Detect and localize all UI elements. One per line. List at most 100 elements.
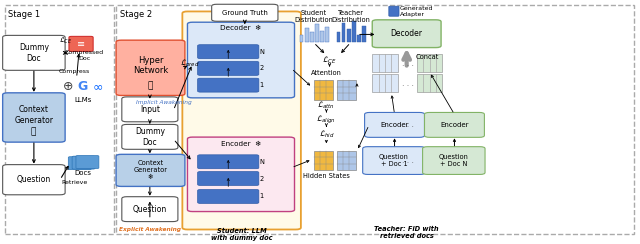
Text: . . .: . . .	[402, 120, 414, 129]
Text: Dummy
Doc: Dummy Doc	[19, 43, 49, 62]
Text: $\mathcal{L}_{CE}$: $\mathcal{L}_{CE}$	[323, 54, 337, 66]
FancyBboxPatch shape	[122, 124, 178, 149]
Text: Student: LLM
with dummy doc: Student: LLM with dummy doc	[211, 228, 273, 241]
Text: Student
Distribution: Student Distribution	[294, 10, 333, 23]
Bar	[314, 151, 333, 170]
Text: Teacher
Distribution: Teacher Distribution	[331, 10, 370, 23]
Text: Ground Truth: Ground Truth	[222, 10, 268, 16]
FancyBboxPatch shape	[116, 40, 185, 95]
Text: Generated
Adapter: Generated Adapter	[399, 6, 433, 17]
FancyBboxPatch shape	[76, 156, 99, 169]
Text: ≡: ≡	[77, 39, 85, 49]
Text: ⊕: ⊕	[63, 80, 74, 93]
Bar	[362, 26, 366, 42]
FancyBboxPatch shape	[3, 93, 65, 142]
Bar	[337, 151, 356, 170]
FancyBboxPatch shape	[424, 112, 484, 137]
Text: LLMs: LLMs	[74, 97, 92, 102]
Text: $\mathcal{L}_{CE}$: $\mathcal{L}_{CE}$	[59, 35, 72, 46]
FancyBboxPatch shape	[182, 11, 301, 230]
FancyBboxPatch shape	[116, 154, 185, 186]
Bar	[305, 28, 308, 42]
Text: Teacher: FiD with
retrieved docs: Teacher: FiD with retrieved docs	[374, 226, 439, 239]
FancyBboxPatch shape	[372, 20, 441, 48]
Text: Docs: Docs	[74, 170, 92, 175]
Text: 2: 2	[259, 65, 264, 71]
FancyBboxPatch shape	[72, 156, 95, 169]
FancyBboxPatch shape	[68, 157, 92, 170]
Text: 1: 1	[259, 82, 264, 88]
Text: G: G	[78, 80, 88, 93]
FancyBboxPatch shape	[3, 165, 65, 195]
FancyBboxPatch shape	[389, 6, 399, 16]
Text: Retrieve: Retrieve	[61, 180, 87, 185]
FancyBboxPatch shape	[122, 197, 178, 222]
Text: Compressed
Doc: Compressed Doc	[65, 50, 104, 61]
Text: Hidden States: Hidden States	[303, 173, 350, 179]
Text: ∞: ∞	[93, 80, 104, 93]
FancyBboxPatch shape	[198, 155, 259, 169]
Text: N: N	[259, 49, 264, 55]
Bar	[417, 54, 442, 72]
Text: Context
Generator: Context Generator	[14, 105, 53, 125]
Bar	[325, 27, 329, 42]
Text: Attention: Attention	[311, 70, 342, 76]
FancyBboxPatch shape	[198, 172, 259, 185]
Bar	[372, 54, 397, 72]
Bar	[352, 20, 356, 42]
Text: Explicit Awakening: Explicit Awakening	[119, 227, 181, 232]
Bar	[342, 23, 346, 42]
FancyBboxPatch shape	[422, 147, 485, 174]
Bar	[314, 80, 333, 100]
Bar	[4, 5, 114, 234]
Text: Encoder: Encoder	[380, 122, 409, 128]
Text: . . .: . . .	[402, 79, 414, 88]
Bar	[357, 35, 361, 42]
Text: 🔥: 🔥	[148, 81, 153, 91]
FancyBboxPatch shape	[198, 78, 259, 92]
Text: $\mathcal{L}_{align}$: $\mathcal{L}_{align}$	[316, 114, 337, 126]
Text: Dummy
Doc: Dummy Doc	[135, 127, 165, 147]
FancyBboxPatch shape	[212, 4, 278, 21]
Bar	[372, 74, 397, 92]
Text: Question: Question	[17, 175, 51, 184]
Bar	[337, 80, 356, 100]
Text: Question
+ Doc 1: Question + Doc 1	[379, 154, 409, 167]
Text: . . .: . . .	[402, 156, 414, 165]
Text: . . .: . . .	[402, 59, 414, 68]
FancyBboxPatch shape	[188, 137, 294, 212]
FancyBboxPatch shape	[198, 45, 259, 59]
Bar	[347, 29, 351, 42]
Text: Implicit Awakening: Implicit Awakening	[136, 100, 192, 105]
FancyBboxPatch shape	[69, 36, 93, 51]
FancyBboxPatch shape	[198, 61, 259, 75]
Text: Decoder  ❄: Decoder ❄	[220, 25, 262, 31]
Text: $\mathcal{L}_{attn}$: $\mathcal{L}_{attn}$	[317, 100, 335, 111]
Bar	[310, 32, 314, 42]
Bar	[116, 5, 634, 234]
Text: N: N	[259, 159, 264, 165]
Text: 1: 1	[259, 193, 264, 199]
Text: $\mathcal{L}_{pred}$: $\mathcal{L}_{pred}$	[180, 58, 200, 70]
Text: $\mathcal{L}_{hid}$: $\mathcal{L}_{hid}$	[319, 129, 334, 140]
FancyBboxPatch shape	[363, 147, 425, 174]
Bar	[300, 35, 303, 42]
Text: Stage 2: Stage 2	[120, 10, 152, 19]
Text: Question: Question	[132, 205, 167, 214]
Text: Input: Input	[140, 105, 160, 114]
Bar	[417, 74, 442, 92]
Text: Decoder: Decoder	[390, 29, 422, 38]
FancyBboxPatch shape	[188, 22, 294, 98]
Bar	[337, 32, 340, 42]
Text: Hyper
Network: Hyper Network	[133, 56, 168, 75]
FancyBboxPatch shape	[198, 190, 259, 203]
Text: Compress: Compress	[59, 70, 90, 74]
FancyBboxPatch shape	[365, 112, 424, 137]
Bar	[315, 24, 319, 42]
Text: Encoder  ❄: Encoder ❄	[221, 141, 261, 147]
Text: Question
+ Doc N: Question + Doc N	[439, 154, 468, 167]
Text: Concat: Concat	[415, 54, 439, 60]
Text: 🔥: 🔥	[31, 128, 36, 137]
FancyBboxPatch shape	[122, 97, 178, 122]
Text: Context
Generator
❄: Context Generator ❄	[134, 160, 168, 180]
